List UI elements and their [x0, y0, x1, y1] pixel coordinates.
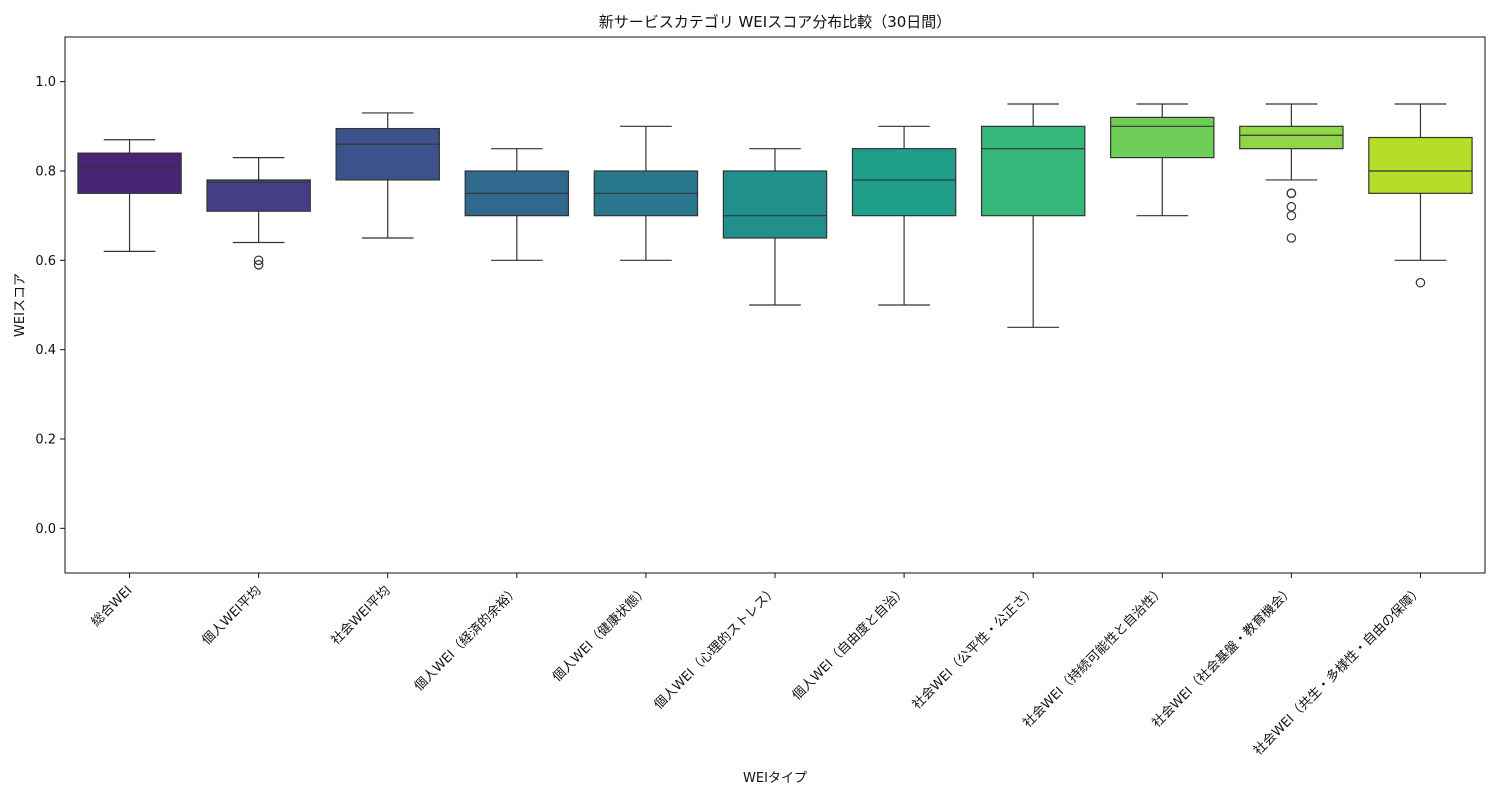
outlier-point [253, 259, 264, 270]
x-tick-label: 社会WEI（持続可能性と自治性） [1020, 583, 1168, 731]
y-tick-label: 0.8 [35, 165, 56, 180]
x-tick-label: 個人WEI（経済的余裕） [411, 583, 523, 695]
outlier-point [253, 255, 264, 266]
x-tick-label: 個人WEI（健康状態） [549, 583, 651, 685]
x-tick-label: 社会WEI（公平性・公正さ） [909, 583, 1039, 713]
y-tick-label: 0.2 [35, 433, 56, 448]
box-iqr [1110, 116, 1215, 159]
y-tick-label: 0.0 [35, 522, 56, 537]
outlier-point [1415, 277, 1426, 288]
box-iqr [722, 170, 828, 239]
y-tick-label: 0.6 [35, 254, 56, 269]
chart-title: 新サービスカテゴリ WEIスコア分布比較（30日間） [599, 13, 952, 31]
x-tick-label: 個人WEI（心理的ストレス） [651, 583, 781, 713]
outlier-point [1286, 188, 1297, 199]
outlier-point [1286, 201, 1297, 212]
outlier-point [1286, 210, 1297, 221]
x-axis-label: WEIタイプ [743, 771, 807, 786]
y-tick-label: 1.0 [35, 75, 56, 90]
box-iqr [335, 127, 440, 181]
box-iqr [980, 125, 1086, 217]
x-tick-label: 総合WEI [89, 583, 136, 630]
box-iqr [1239, 125, 1344, 150]
x-tick-label: 社会WEI（社会基盤・教育機会） [1149, 583, 1297, 731]
y-axis-label: WEIスコア [13, 273, 28, 337]
box-iqr [206, 179, 311, 212]
box-iqr [1368, 136, 1473, 194]
outlier-point [1286, 233, 1297, 243]
x-tick-label: 個人WEI（自由度と自治） [789, 583, 910, 704]
x-tick-label: 個人WEI平均 [199, 583, 264, 648]
y-tick-label: 0.4 [35, 343, 56, 358]
x-tick-label: 社会WEI平均 [328, 583, 394, 649]
box-iqr [851, 148, 957, 217]
box-iqr [77, 152, 182, 194]
